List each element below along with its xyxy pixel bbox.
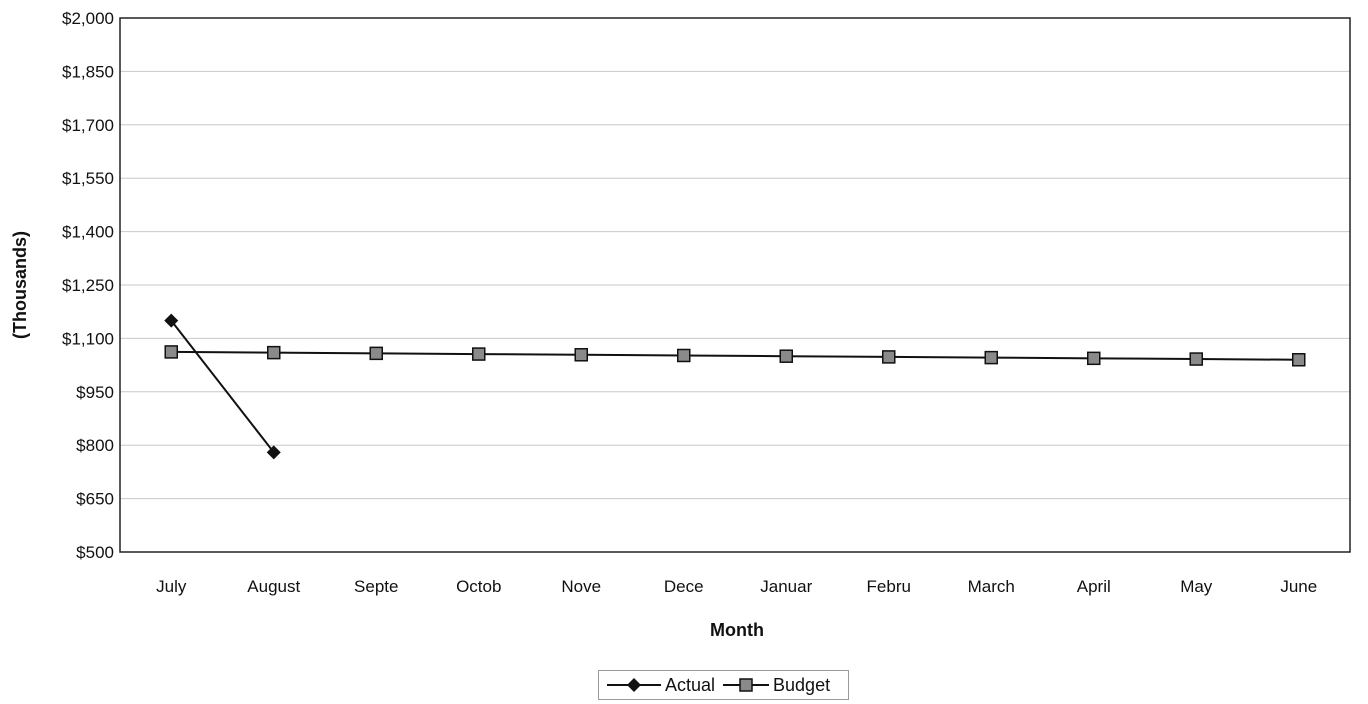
budget-point bbox=[677, 348, 691, 363]
x-tick-label: July bbox=[156, 577, 187, 596]
budget-point bbox=[1292, 353, 1306, 367]
plot-area bbox=[119, 17, 1351, 553]
budget-point bbox=[984, 350, 998, 365]
x-tick-label: Dece bbox=[664, 577, 704, 596]
x-tick-label: May bbox=[1180, 577, 1213, 596]
legend-label-actual: Actual bbox=[665, 674, 716, 695]
budget-point bbox=[369, 346, 383, 361]
x-tick-label: Nove bbox=[561, 577, 601, 596]
diamond-marker-icon bbox=[607, 678, 661, 692]
y-tick-label: $2,000 bbox=[62, 9, 114, 28]
y-tick-label: $950 bbox=[76, 383, 114, 402]
y-tick-label: $800 bbox=[76, 436, 114, 455]
actual-series-line bbox=[170, 319, 275, 453]
legend-label-budget: Budget bbox=[773, 674, 831, 695]
x-tick-label: Octob bbox=[456, 577, 501, 596]
actual-point bbox=[164, 313, 179, 328]
x-tick-label: Septe bbox=[354, 577, 398, 596]
legend-item-actual: Actual bbox=[605, 675, 715, 696]
y-tick-label: $1,400 bbox=[62, 223, 114, 242]
legend: Actual Budget bbox=[598, 670, 850, 700]
grid-lines bbox=[120, 70, 1350, 500]
square-marker-icon bbox=[723, 678, 770, 692]
budget-point bbox=[882, 350, 896, 364]
y-axis-ticks: $2,000 $1,850 $1,700 $1,550 $1,400 $1,250 $1,1… bbox=[62, 9, 114, 562]
budget-point bbox=[574, 348, 588, 362]
y-tick-label: $500 bbox=[76, 543, 114, 562]
budget-point bbox=[1087, 351, 1101, 366]
budget-series-line bbox=[171, 350, 1299, 361]
budget-point bbox=[472, 347, 486, 361]
y-tick-label: $1,250 bbox=[62, 276, 114, 295]
y-tick-label: $1,100 bbox=[62, 329, 114, 348]
x-tick-label: August bbox=[247, 577, 300, 596]
x-tick-label: April bbox=[1077, 577, 1111, 596]
budget-point bbox=[267, 345, 281, 360]
budget-point bbox=[779, 349, 793, 363]
x-axis-title: Month bbox=[710, 620, 764, 640]
x-tick-label: June bbox=[1280, 577, 1317, 596]
y-tick-label: $1,550 bbox=[62, 169, 114, 188]
x-tick-label: Januar bbox=[760, 577, 812, 596]
actual-point bbox=[266, 445, 281, 460]
y-axis-title: (Thousands) bbox=[10, 231, 30, 339]
budget-point bbox=[164, 345, 178, 359]
x-tick-label: March bbox=[968, 577, 1015, 596]
x-tick-label: Febru bbox=[867, 577, 911, 596]
y-tick-label: $1,850 bbox=[62, 62, 114, 81]
budget-point bbox=[1189, 352, 1203, 366]
x-axis-ticks: July August Septe Octob Nove Dece Januar Febru M… bbox=[156, 577, 1317, 596]
series-lines bbox=[164, 313, 1306, 460]
y-tick-label: $1,700 bbox=[62, 116, 114, 135]
y-tick-label: $650 bbox=[76, 490, 114, 509]
legend-item-budget: Budget bbox=[721, 675, 830, 696]
